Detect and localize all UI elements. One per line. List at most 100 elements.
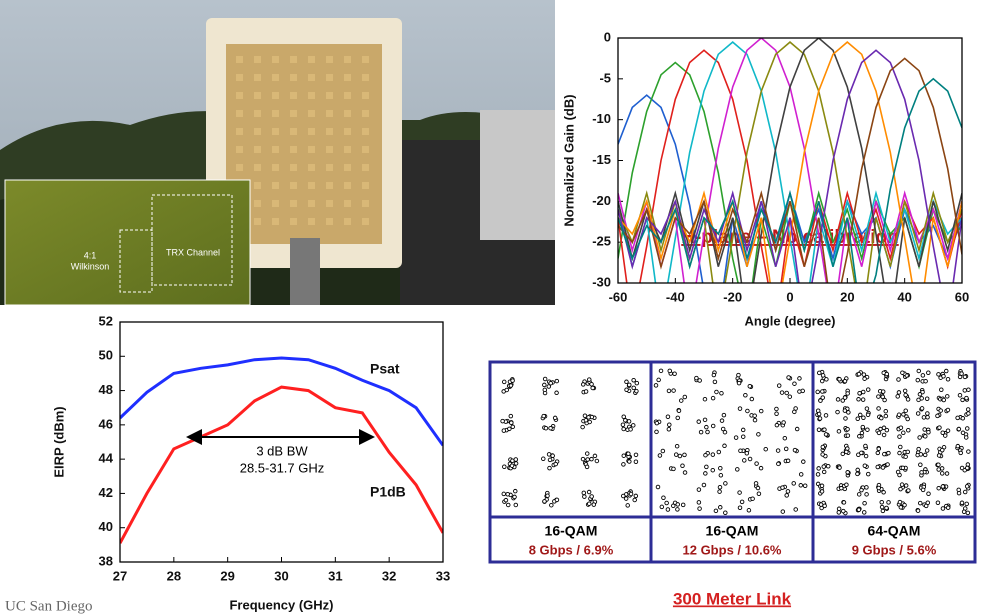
symbol (899, 426, 903, 430)
symbol (718, 490, 722, 494)
symbol (697, 488, 701, 492)
symbol (595, 459, 599, 463)
page: 4:1 Wilkinson TRX Channel H-plane – No c… (0, 0, 989, 614)
symbol (866, 428, 870, 432)
symbol (711, 468, 715, 472)
symbol (784, 447, 788, 451)
antenna-patch (326, 110, 333, 117)
antenna-patch (344, 164, 351, 171)
symbol (592, 503, 596, 507)
antenna-patch (344, 218, 351, 225)
symbol (865, 493, 869, 497)
symbol (942, 374, 946, 378)
symbol (587, 416, 591, 420)
chip-label: Wilkinson (71, 261, 110, 271)
symbol (861, 425, 865, 429)
symbol (625, 380, 629, 384)
footer: UC San Diego (5, 598, 93, 614)
symbol (746, 409, 750, 413)
symbol (961, 416, 965, 420)
symbol (821, 374, 825, 378)
symbol (876, 465, 880, 469)
symbol (946, 408, 950, 412)
symbol (631, 424, 635, 428)
symbol (759, 466, 763, 470)
antenna-patch (362, 218, 369, 225)
antenna-patch (308, 92, 315, 99)
symbol (712, 373, 716, 377)
symbol (926, 412, 930, 416)
symbol (922, 416, 926, 420)
symbol (775, 423, 779, 427)
symbol (513, 495, 517, 499)
symbol (844, 417, 848, 421)
symbol (817, 412, 821, 416)
symbol (514, 462, 518, 466)
symbol (861, 398, 865, 402)
symbol (856, 417, 860, 421)
symbol (503, 465, 507, 469)
symbol (967, 450, 971, 454)
symbol (679, 399, 683, 403)
symbol (865, 486, 869, 490)
symbol (823, 428, 827, 432)
symbol (676, 508, 680, 512)
symbol (783, 436, 787, 440)
symbol (699, 430, 703, 434)
antenna-patch (254, 74, 261, 81)
symbol (866, 388, 870, 392)
symbol (737, 373, 741, 377)
symbol (904, 409, 908, 413)
symbol (634, 453, 638, 457)
symbol (836, 410, 840, 414)
symbol (918, 392, 922, 396)
symbol (902, 431, 906, 435)
symbol (667, 423, 671, 427)
x-tick-label: -20 (723, 289, 742, 304)
symbol (821, 453, 825, 457)
antenna-patch (290, 146, 297, 153)
symbol (965, 466, 969, 470)
symbol (877, 395, 881, 399)
symbol (923, 428, 927, 432)
antenna-patch (290, 200, 297, 207)
symbol (541, 457, 545, 461)
symbol (739, 449, 743, 453)
symbol (959, 451, 963, 455)
symbol (622, 415, 626, 419)
symbol (816, 390, 820, 394)
x-tick-label: 0 (786, 289, 793, 304)
antenna-patch (326, 218, 333, 225)
antenna-patch (290, 56, 297, 63)
symbol (698, 379, 702, 383)
symbol (667, 389, 671, 393)
symbol (898, 451, 902, 455)
symbol (896, 395, 900, 399)
symbol (555, 498, 559, 502)
antenna-patch (236, 56, 243, 63)
symbol (714, 509, 718, 513)
symbol (695, 376, 699, 380)
symbol (897, 413, 901, 417)
symbol (799, 473, 803, 477)
symbol (877, 486, 881, 490)
symbol (748, 457, 752, 461)
symbol (697, 501, 701, 505)
chip-label: TRX Channel (166, 247, 220, 257)
symbol (803, 484, 807, 488)
symbol (622, 454, 626, 458)
symbol (629, 428, 633, 432)
symbol (900, 483, 904, 487)
antenna-patch (290, 92, 297, 99)
x-tick-label: 33 (436, 568, 450, 583)
antenna-patch (254, 218, 261, 225)
symbol (795, 427, 799, 431)
antenna-patch (308, 200, 315, 207)
antenna-patch (308, 164, 315, 171)
symbol (634, 494, 638, 498)
symbol (956, 416, 960, 420)
symbol (724, 511, 728, 515)
antenna-patch (272, 182, 279, 189)
symbol (505, 388, 509, 392)
antenna-patch (344, 92, 351, 99)
